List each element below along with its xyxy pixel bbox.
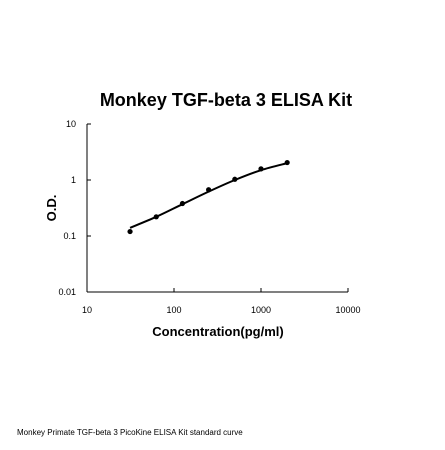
y-tick-label: 10 [66, 119, 76, 129]
y-tick-label: 0.01 [58, 287, 76, 297]
data-point [258, 166, 264, 172]
x-tick-label: 100 [166, 305, 181, 315]
chart-title: Monkey TGF-beta 3 ELISA Kit [100, 90, 352, 110]
plot-area: 10 100 1000 10000 0.01 0.1 1 10 [58, 119, 360, 315]
y-tick-label: 1 [71, 175, 76, 185]
x-axis-label: Concentration(pg/ml) [152, 324, 283, 339]
y-axis-label: O.D. [44, 195, 59, 222]
data-point [179, 200, 186, 207]
x-tick-label: 1000 [251, 305, 271, 315]
data-point [284, 159, 290, 166]
y-tick-label: 0.1 [63, 231, 76, 241]
data-point [206, 187, 212, 193]
fit-curve [129, 162, 288, 229]
figure-caption: Monkey Primate TGF-beta 3 PicoKine ELISA… [17, 428, 243, 437]
data-point [232, 176, 238, 182]
ticks: 10 100 1000 10000 0.01 0.1 1 10 [58, 119, 360, 315]
chart: Monkey TGF-beta 3 ELISA Kit 10 100 1000 100… [44, 90, 361, 339]
data-point [153, 214, 159, 220]
x-tick-label: 10 [82, 305, 92, 315]
data-point [127, 228, 133, 235]
data-points [127, 159, 290, 235]
x-tick-label: 10000 [335, 305, 360, 315]
